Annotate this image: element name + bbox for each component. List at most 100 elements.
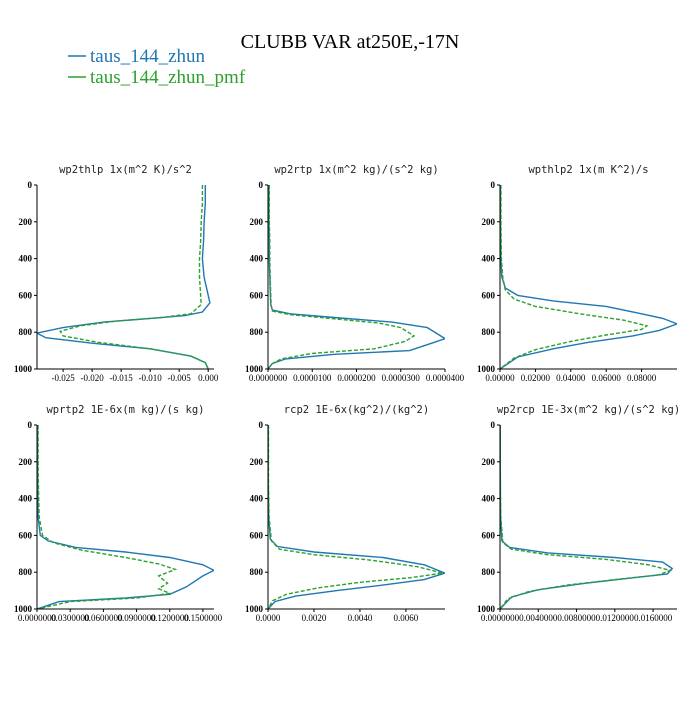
y-tick-label: 400 <box>19 494 33 504</box>
x-tick-label: 0.0000 <box>256 613 281 623</box>
legend-label: taus_144_zhun <box>90 46 206 67</box>
series-line-2 <box>59 185 209 369</box>
x-tick-label: 0.0000400 <box>426 373 465 383</box>
x-tick-label: 0.04000 <box>556 373 586 383</box>
panel-title: rcp2 1E-6x(kg^2)/(kg^2) <box>284 404 429 416</box>
x-tick-label: 0.0600000 <box>84 613 123 623</box>
x-tick-label: 0.00000 <box>485 373 515 383</box>
x-tick-label: 0.0120000 <box>596 613 635 623</box>
series-line-1 <box>500 185 677 369</box>
y-tick-label: 0 <box>259 180 264 190</box>
series-line-1 <box>37 185 211 369</box>
series-line-2 <box>500 185 649 369</box>
panel-6: wp2rcp 1E-3x(m^2 kg)/(s^2 kg)0 200 400 600 8… <box>477 404 680 623</box>
series-line-1 <box>268 185 445 369</box>
y-tick-label: 200 <box>482 217 496 227</box>
y-tick-label: 200 <box>482 457 496 467</box>
panel-2: wp2rtp 1x(m^2 kg)/(s^2 kg) 0 200 400 600 800 1… <box>245 164 465 383</box>
y-tick-label: 800 <box>19 327 33 337</box>
x-tick-label: 0.1200000 <box>151 613 190 623</box>
x-tick-label: 0.0000000 <box>481 613 520 623</box>
x-tick-label: 0.0000200 <box>337 373 376 383</box>
x-tick-label: 0.08000 <box>627 373 657 383</box>
y-tick-label: 600 <box>19 530 33 540</box>
x-tick-label: 0.06000 <box>592 373 622 383</box>
series-line-1 <box>500 425 674 609</box>
series-line-2 <box>37 425 178 609</box>
x-tick-label: 0.0040 <box>348 613 373 623</box>
y-tick-label: 1000 <box>477 364 496 374</box>
series-line-1 <box>37 425 214 609</box>
panel-title: wp2rtp 1x(m^2 kg)/(s^2 kg) <box>274 164 438 176</box>
y-tick-label: 1000 <box>245 604 264 614</box>
y-tick-label: 600 <box>19 290 33 300</box>
y-tick-label: 1000 <box>245 364 264 374</box>
x-tick-label: 0.0020 <box>302 613 327 623</box>
x-tick-label: 0.0040000 <box>519 613 558 623</box>
x-tick-label: 0.0000000 <box>249 373 288 383</box>
y-tick-label: 0 <box>28 420 33 430</box>
panel-5: rcp2 1E-6x(kg^2)/(kg^2) 0 200 400 600 800 1000… <box>245 404 445 623</box>
panel-title: wp2rcp 1E-3x(m^2 kg)/(s^2 kg) <box>497 404 680 416</box>
x-tick-label: -0.010 <box>139 373 163 383</box>
figure-title: CLUBB VAR at250E,-17N <box>241 31 460 53</box>
y-tick-label: 200 <box>250 457 264 467</box>
y-tick-label: 600 <box>250 530 264 540</box>
x-tick-label: -0.020 <box>81 373 105 383</box>
legend-entry: taus_144_zhun <box>68 46 206 67</box>
series-line-1 <box>268 425 445 609</box>
y-tick-label: 800 <box>19 567 33 577</box>
legend-label: taus_144_zhun_pmf <box>90 67 246 88</box>
y-tick-label: 1000 <box>14 604 33 614</box>
y-tick-label: 1000 <box>14 364 33 374</box>
series-line-2 <box>268 425 443 609</box>
x-tick-label: -0.005 <box>168 373 192 383</box>
panels: wp2thlp 1x(m^2 K)/s^2 0 200 400 600 800 1000 -0… <box>14 164 680 623</box>
x-tick-label: 0.0000300 <box>382 373 421 383</box>
series-line-2 <box>500 425 673 609</box>
y-tick-label: 200 <box>19 217 33 227</box>
y-tick-label: 400 <box>482 254 496 264</box>
y-tick-label: 600 <box>482 290 496 300</box>
panel-4: wprtp2 1E-6x(m kg)/(s kg) 0 200 400 600 800 10… <box>14 404 223 623</box>
panel-title: wpthlp2 1x(m K^2)/s <box>528 164 648 176</box>
x-tick-label: 0.0080000 <box>557 613 596 623</box>
y-tick-label: 800 <box>482 567 496 577</box>
x-tick-label: 0.0300000 <box>51 613 90 623</box>
y-tick-label: 400 <box>482 494 496 504</box>
x-tick-label: 0.02000 <box>521 373 551 383</box>
panel-title: wprtp2 1E-6x(m kg)/(s kg) <box>46 404 204 416</box>
y-tick-label: 800 <box>482 327 496 337</box>
y-tick-label: 1000 <box>477 604 496 614</box>
y-tick-label: 0 <box>28 180 33 190</box>
y-tick-label: 800 <box>250 567 264 577</box>
y-tick-label: 0 <box>491 180 496 190</box>
y-tick-label: 200 <box>19 457 33 467</box>
y-tick-label: 600 <box>482 530 496 540</box>
panel-title: wp2thlp 1x(m^2 K)/s^2 <box>59 164 192 176</box>
x-tick-label: 0.0000000 <box>18 613 57 623</box>
x-tick-label: 0.0160000 <box>634 613 673 623</box>
panel-1: wp2thlp 1x(m^2 K)/s^2 0 200 400 600 800 1000 -0… <box>14 164 219 383</box>
x-tick-label: 0.000 <box>198 373 219 383</box>
x-tick-label: -0.025 <box>51 373 75 383</box>
y-tick-label: 400 <box>250 254 264 264</box>
y-tick-label: 400 <box>19 254 33 264</box>
y-tick-label: 0 <box>259 420 264 430</box>
x-tick-label: 0.0000100 <box>293 373 332 383</box>
y-tick-label: 600 <box>250 290 264 300</box>
x-tick-label: -0.015 <box>110 373 134 383</box>
y-tick-label: 800 <box>250 327 264 337</box>
y-tick-label: 400 <box>250 494 264 504</box>
legend-entry: taus_144_zhun_pmf <box>68 67 246 88</box>
y-tick-label: 200 <box>250 217 264 227</box>
x-tick-label: 0.0900000 <box>117 613 156 623</box>
panel-3: wpthlp2 1x(m K^2)/s 0 200 400 600 800 10000.00… <box>477 164 677 383</box>
x-tick-label: 0.1500000 <box>184 613 223 623</box>
y-tick-label: 0 <box>491 420 496 430</box>
series-line-2 <box>268 185 416 369</box>
x-tick-label: 0.0060 <box>394 613 419 623</box>
